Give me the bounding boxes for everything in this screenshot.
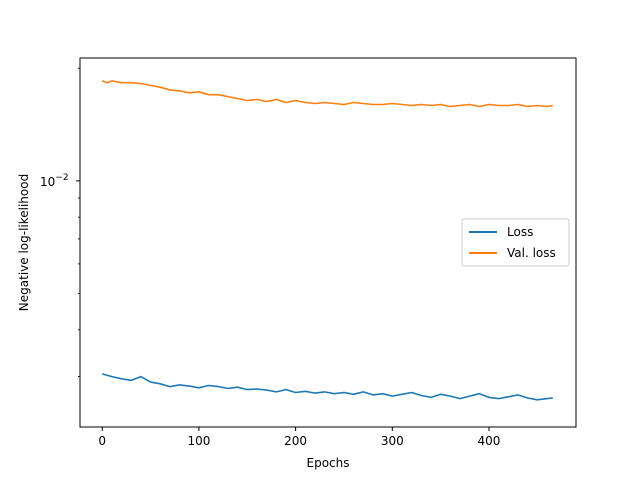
legend: Loss Val. loss — [461, 218, 570, 267]
legend-label-loss: Loss — [507, 225, 533, 239]
x-tick-label: 300 — [381, 434, 404, 448]
series-line-val-loss — [101, 80, 553, 108]
y-axis-label: Negative log-likelihood — [17, 174, 31, 311]
axes-frame — [79, 57, 577, 428]
x-axis-ticks: 0 100 200 300 400 — [98, 427, 500, 448]
y-axis-ticks: 10−2 — [40, 67, 80, 377]
series-line-loss — [101, 373, 553, 401]
x-tick-label: 400 — [478, 434, 501, 448]
x-tick-label: 100 — [187, 434, 210, 448]
y-tick-label: 10−2 — [40, 173, 69, 189]
legend-label-val-loss: Val. loss — [507, 246, 556, 260]
x-tick-label: 0 — [98, 434, 106, 448]
x-axis-label: Epochs — [307, 456, 350, 470]
plot-content — [101, 80, 553, 401]
x-tick-label: 200 — [284, 434, 307, 448]
legend-box — [461, 218, 570, 267]
